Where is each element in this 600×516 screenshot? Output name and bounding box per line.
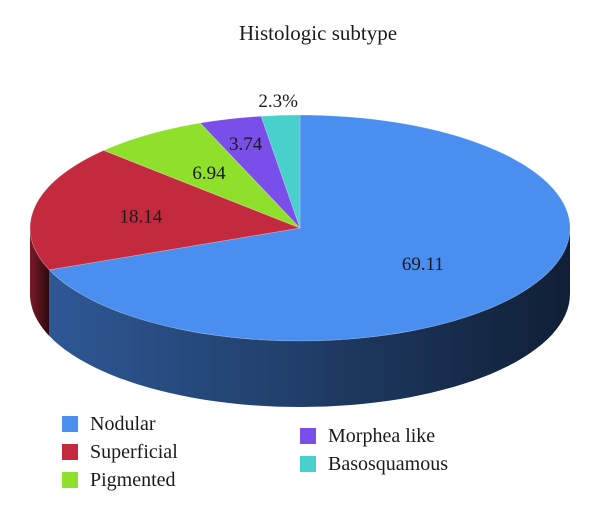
legend-item-nodular: Nodular xyxy=(62,410,178,438)
data-label-pigmented: 6.94 xyxy=(192,163,226,184)
legend-label: Morphea like xyxy=(328,425,436,447)
data-label-basosquamous: 2.3% xyxy=(258,91,298,112)
legend-item-basosquamous: Basosquamous xyxy=(300,450,448,478)
chart-title: Histologic subtype xyxy=(239,21,397,45)
pie-side-nodular xyxy=(49,228,571,407)
pie-slice-morphea-like xyxy=(199,115,301,229)
pie-sides xyxy=(30,228,571,407)
pie-slice-superficial xyxy=(29,149,302,271)
legend-swatch xyxy=(62,444,78,460)
pie-side-superficial xyxy=(30,228,50,336)
legend-item-superficial: Superficial xyxy=(62,438,178,466)
legend-left: Nodular Superficial Pigmented xyxy=(62,410,178,494)
legend-label: Nodular xyxy=(90,413,156,435)
legend-right: Morphea like Basosquamous xyxy=(300,422,448,478)
data-label-morphea-like: 3.74 xyxy=(229,134,263,155)
pie-data-labels: 69.11 18.14 6.943.74 2.3% xyxy=(120,91,444,275)
legend-label: Superficial xyxy=(90,441,178,463)
data-label-superficial: 18.14 xyxy=(120,206,163,227)
legend-swatch xyxy=(300,456,316,472)
data-label-nodular: 69.11 xyxy=(402,254,444,275)
pie-slice-nodular xyxy=(48,114,571,342)
pie-slice-pigmented xyxy=(102,122,301,229)
pie-slices xyxy=(29,114,571,342)
legend-swatch xyxy=(62,416,78,432)
legend-swatch xyxy=(300,428,316,444)
legend-swatch xyxy=(62,472,78,488)
legend-item-pigmented: Pigmented xyxy=(62,466,178,494)
legend-item-morphea-like: Morphea like xyxy=(300,422,448,450)
pie-slice-basosquamous xyxy=(260,114,301,229)
legend-label: Basosquamous xyxy=(328,453,448,475)
legend-label: Pigmented xyxy=(90,469,176,491)
